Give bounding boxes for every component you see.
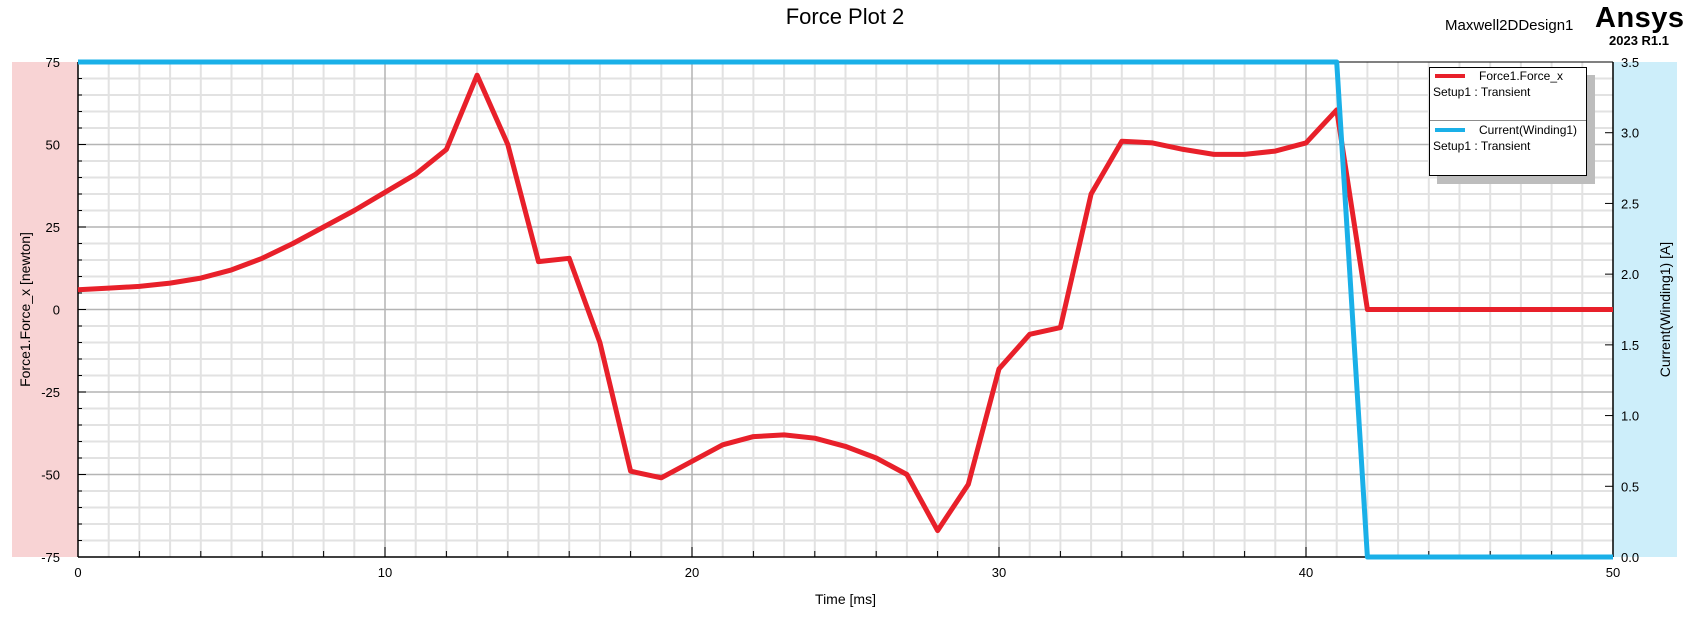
y-right-axis-title: Current(Winding1) [A] [1657,242,1673,377]
brand-logo: Ansys [1595,2,1685,34]
y-left-tick-label: 25 [46,220,60,235]
x-tick-label: 30 [992,565,1006,580]
legend-series-name: Force1.Force_x [1479,69,1564,83]
x-tick-label: 40 [1299,565,1313,580]
y-right-tick-label: 1.5 [1621,338,1639,353]
y-right-tick-label: 2.5 [1621,196,1639,211]
y-left-tick-label: 75 [46,55,60,70]
y-right-tick-label: 3.5 [1621,55,1639,70]
legend-setup-label: Setup1 : Transient [1433,85,1531,99]
right-axis-band [1613,62,1677,557]
y-right-tick-label: 0.0 [1621,550,1639,565]
legend-setup-label: Setup1 : Transient [1433,139,1531,153]
legend-entry-force: Force1.Force_x Setup1 : Transient [1433,68,1563,99]
x-tick-label: 20 [685,565,699,580]
y-right-tick-label: 2.0 [1621,267,1639,282]
x-tick-label: 50 [1606,565,1620,580]
force-x-series-line [77,72,1613,534]
legend-swatch-force [1435,74,1465,78]
y-left-tick-label: -50 [41,468,60,483]
x-tick-label: 0 [74,565,81,580]
x-tick-label: 10 [378,565,392,580]
y-left-tick-label: -75 [41,550,60,565]
legend-entry-current: Current(Winding1) Setup1 : Transient [1433,122,1577,153]
x-axis-title: Time [ms] [815,591,876,607]
legend-swatch-current [1435,128,1465,132]
y-left-tick-label: -25 [41,385,60,400]
legend-series-name: Current(Winding1) [1479,123,1578,137]
y-right-tick-label: 0.5 [1621,479,1639,494]
chart-legend[interactable]: Force1.Force_x Setup1 : Transient Curren… [1429,67,1587,176]
design-name: Maxwell2DDesign1 [1445,17,1574,34]
y-left-tick-label: 50 [46,138,60,153]
y-right-tick-label: 3.0 [1621,126,1639,141]
y-left-tick-label: 0 [53,303,60,318]
version-label: 2023 R1.1 [1609,33,1669,48]
current-series-line [78,59,1613,560]
chart-title: Force Plot 2 [785,4,905,29]
left-axis-band [12,62,78,557]
y-right-tick-label: 1.0 [1621,409,1639,424]
y-left-axis-title: Force1.Force_x [newton] [17,232,33,387]
legend-divider [1430,120,1586,121]
